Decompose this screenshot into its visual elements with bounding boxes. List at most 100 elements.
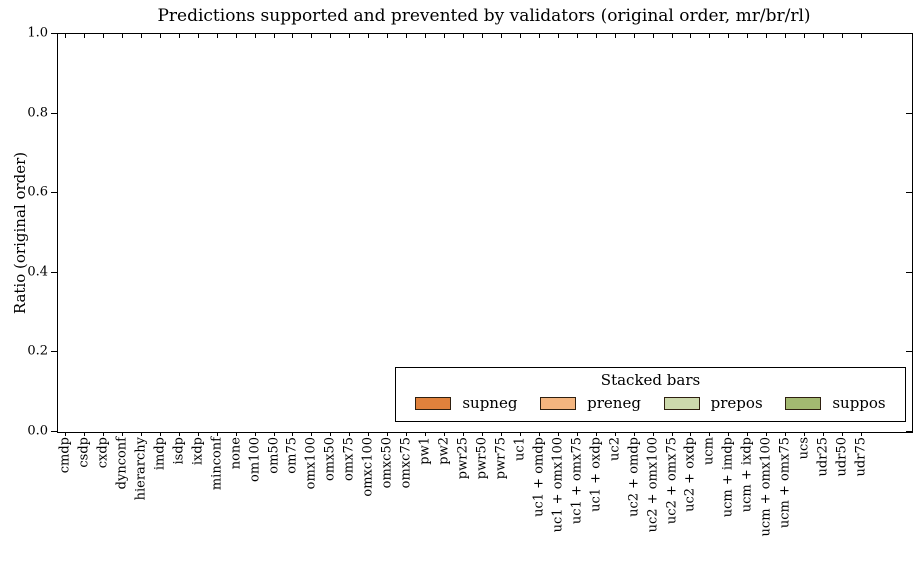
x-tick-mark-top bbox=[557, 34, 559, 38]
y-tick-mark bbox=[51, 351, 57, 353]
x-tick-mark-bottom bbox=[709, 432, 711, 436]
x-tick-label: ucm + imdp bbox=[720, 437, 736, 518]
x-tick-label: none bbox=[228, 437, 244, 470]
x-tick-label: uc2 + omx100 bbox=[645, 437, 660, 533]
x-tick-mark-top bbox=[519, 34, 521, 38]
x-tick-mark-bottom bbox=[690, 432, 692, 436]
x-tick-label: uc2 + omdp bbox=[626, 437, 642, 517]
x-tick-label: pwr25 bbox=[455, 437, 471, 480]
x-tick-mark-bottom bbox=[614, 432, 616, 436]
x-tick-mark-bottom bbox=[747, 432, 749, 436]
x-tick-mark-top bbox=[823, 34, 825, 38]
x-tick-mark-bottom bbox=[842, 432, 844, 436]
x-tick-mark-top bbox=[538, 34, 540, 38]
x-tick-label: uc2 + oxdp bbox=[682, 437, 698, 512]
x-tick-mark-bottom bbox=[216, 432, 218, 436]
x-tick-mark-top bbox=[197, 34, 199, 38]
x-tick-mark-top bbox=[804, 34, 806, 38]
legend-label-suppos: suppos bbox=[832, 394, 886, 412]
x-tick-label: ucm + omx100 bbox=[758, 437, 774, 537]
x-tick-mark-bottom bbox=[444, 432, 446, 436]
x-tick-mark-top bbox=[292, 34, 294, 38]
x-tick-mark-bottom bbox=[671, 432, 673, 436]
x-tick-label: ixdp bbox=[190, 437, 206, 466]
x-tick-mark-bottom bbox=[368, 432, 370, 436]
x-tick-mark-top bbox=[690, 34, 692, 38]
legend-entry-supneg: supneg bbox=[415, 394, 517, 412]
legend-label-supneg: supneg bbox=[462, 394, 518, 412]
x-tick-mark-bottom bbox=[406, 432, 408, 436]
legend-entry-prepos: prepos bbox=[663, 394, 763, 412]
x-tick-mark-top bbox=[463, 34, 464, 38]
plot-area: Stacked bars supneg preneg prepos suppos bbox=[57, 33, 913, 433]
y-tick-mark-right bbox=[906, 112, 912, 114]
x-tick-label: uc1 + oxdp bbox=[588, 437, 604, 512]
x-tick-mark-top bbox=[671, 34, 673, 38]
x-tick-label: udr25 bbox=[815, 437, 831, 477]
x-tick-mark-bottom bbox=[178, 432, 180, 436]
x-tick-mark-top bbox=[216, 34, 218, 38]
x-tick-mark-bottom bbox=[463, 432, 464, 436]
x-tick-label: om75 bbox=[284, 437, 300, 474]
legend-label-preneg: preneg bbox=[587, 394, 641, 412]
x-tick-mark-top bbox=[102, 34, 104, 38]
y-tick-label: 1.0 bbox=[27, 25, 48, 41]
x-tick-mark-bottom bbox=[65, 432, 66, 436]
x-tick-mark-top bbox=[140, 34, 142, 38]
legend-swatch-prepos bbox=[663, 396, 700, 410]
legend-swatch-suppos bbox=[785, 396, 822, 410]
x-tick-mark-top bbox=[785, 34, 787, 38]
x-tick-label: ucs bbox=[796, 437, 812, 460]
x-tick-mark-top bbox=[652, 34, 654, 38]
x-tick-label: omxc100 bbox=[360, 437, 376, 497]
y-tick-label: 0.6 bbox=[27, 184, 48, 200]
x-tick-label: imdp bbox=[152, 437, 168, 471]
y-tick-mark-right bbox=[906, 351, 912, 353]
x-tick-label: ucm + omx75 bbox=[777, 437, 793, 529]
x-tick-label: isdp bbox=[171, 437, 187, 465]
x-tick-mark-top bbox=[633, 34, 635, 38]
x-tick-mark-bottom bbox=[349, 432, 351, 436]
x-tick-mark-top bbox=[387, 34, 389, 38]
legend-label-prepos: prepos bbox=[710, 394, 763, 412]
x-tick-label: dynconf bbox=[114, 437, 130, 490]
x-tick-mark-top bbox=[595, 34, 597, 38]
x-tick-label: hierarchy bbox=[133, 437, 149, 501]
y-tick-label: 0.4 bbox=[27, 264, 48, 280]
x-tick-label: uc1 bbox=[512, 437, 528, 461]
x-tick-mark-top bbox=[425, 34, 427, 38]
legend-box: Stacked bars supneg preneg prepos suppos bbox=[395, 367, 906, 422]
x-tick-mark-top bbox=[330, 34, 332, 38]
y-tick-mark bbox=[51, 271, 57, 273]
x-tick-mark-bottom bbox=[823, 432, 825, 436]
x-tick-mark-top bbox=[444, 34, 446, 38]
x-tick-mark-top bbox=[576, 34, 578, 38]
x-tick-mark-bottom bbox=[102, 432, 104, 436]
x-tick-label: pw2 bbox=[436, 437, 452, 465]
x-tick-mark-bottom bbox=[633, 432, 635, 436]
legend-swatch-preneg bbox=[540, 396, 577, 410]
legend-entry-preneg: preneg bbox=[540, 394, 641, 412]
y-tick-mark-right bbox=[906, 431, 912, 432]
x-tick-mark-bottom bbox=[159, 432, 161, 436]
legend-entries: supneg preneg prepos suppos bbox=[396, 389, 905, 421]
y-tick-mark-right bbox=[906, 33, 912, 34]
x-tick-mark-top bbox=[709, 34, 711, 38]
x-tick-label: pw1 bbox=[417, 437, 433, 465]
x-tick-mark-top bbox=[121, 34, 123, 38]
x-tick-mark-top bbox=[84, 34, 85, 38]
x-tick-mark-top bbox=[368, 34, 370, 38]
x-tick-mark-top bbox=[178, 34, 180, 38]
x-tick-label: uc2 bbox=[607, 437, 623, 461]
x-tick-mark-bottom bbox=[387, 432, 389, 436]
x-tick-mark-top bbox=[349, 34, 351, 38]
x-tick-mark-bottom bbox=[311, 432, 313, 436]
x-tick-mark-bottom bbox=[557, 432, 559, 436]
x-tick-mark-bottom bbox=[785, 432, 787, 436]
x-tick-mark-bottom bbox=[292, 432, 294, 436]
chart-title: Predictions supported and prevented by v… bbox=[157, 6, 811, 26]
x-tick-mark-top bbox=[747, 34, 749, 38]
x-tick-mark-top bbox=[65, 34, 66, 38]
x-tick-label: udr75 bbox=[853, 437, 869, 477]
